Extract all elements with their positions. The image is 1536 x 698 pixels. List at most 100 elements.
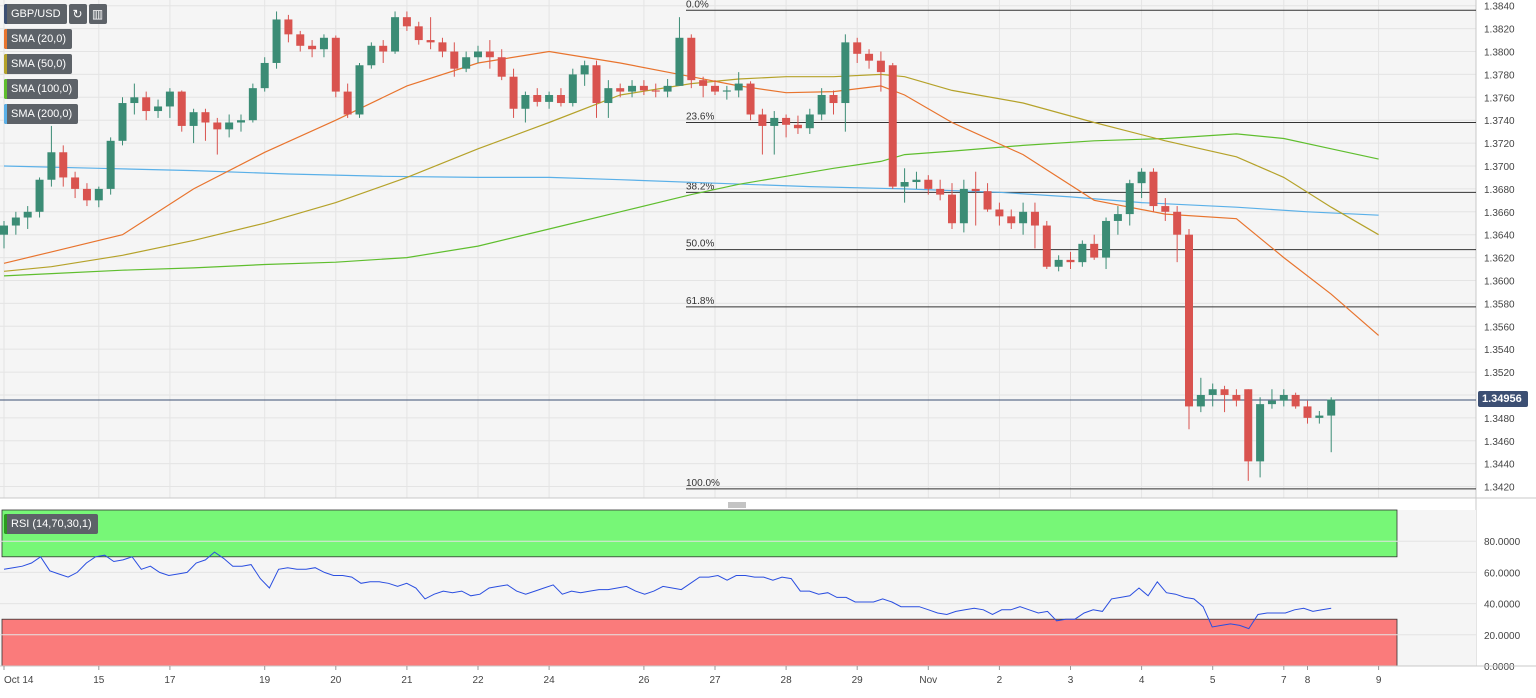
symbol-label: GBP/USD [11,8,61,20]
candle-body [545,95,554,102]
price-axis-label: 1.3760 [1484,93,1515,104]
rsi-panel: 0.0000 20.0000 40.0000 60.0000 80.0000 [0,509,1536,673]
candle-body [11,217,20,226]
candle [924,175,933,195]
candle [746,81,755,121]
time-axis-label: 22 [472,675,484,686]
time-axis-label: 21 [401,675,413,686]
candle-body [948,194,956,224]
symbol-color-bar [4,4,7,24]
candle [1054,255,1063,272]
candle-body [699,80,708,86]
time-axis-label: 29 [852,675,864,686]
candle [888,62,897,189]
candle-body [1149,171,1158,207]
candle-body [177,91,186,126]
candle-body [1054,259,1063,267]
candle-body [189,112,198,126]
candle-body [687,37,696,81]
sma100-label: SMA (100,0) [11,83,73,95]
candle-body [1173,211,1182,235]
refresh-icon[interactable]: ↻ [68,4,87,24]
candle-body [1220,389,1229,395]
candle [367,42,376,69]
candle-body [0,225,8,235]
candle [876,51,885,92]
price-axis-label: 1.3480 [1484,414,1515,425]
bar-settings-icon[interactable]: ▥ [88,4,107,24]
candle-body [308,45,317,50]
candle-body [793,124,802,129]
candle-body [450,51,459,69]
price-axis-label: 1.3560 [1484,322,1515,333]
indicator-legend: GBP/USD ↻ ▥ SMA (20,0) SMA (50,0) SMA (1… [4,4,107,129]
candle-body [462,57,471,69]
candle [1232,389,1241,407]
candle-body [201,112,210,123]
candle-body [1327,399,1336,416]
candle [1030,202,1039,249]
fibonacci-level-label: 50.0% [686,239,714,250]
candle [379,40,388,63]
candle [201,108,210,141]
candle [1090,234,1099,260]
candle-body [402,17,411,27]
price-axis-label: 1.3820 [1484,25,1515,36]
price-axis-label: 1.3640 [1484,231,1515,242]
rsi-tag[interactable]: RSI (14,70,30,1) [4,514,98,534]
rsi-oversold-zone [1,618,1398,667]
candle [23,206,32,229]
time-axis-label: 28 [781,675,793,686]
candle-body [82,188,91,201]
candle [106,137,115,195]
candle-body [782,117,791,125]
candle-body [1007,216,1016,224]
candle-body [746,83,755,115]
sma50-tag[interactable]: SMA (50,0) [4,54,73,74]
candle-body [343,91,352,115]
candle [912,171,921,189]
candle-body [888,65,897,187]
candle [758,108,767,155]
time-axis-label: 27 [709,675,721,686]
fibonacci-level-label: 61.8% [686,296,714,307]
panel-resize-handle[interactable] [728,502,746,508]
candle [545,91,554,109]
sma100-tag[interactable]: SMA (100,0) [4,79,79,99]
candle-body [94,188,103,201]
candle-body [1291,394,1300,407]
sma200-tag[interactable]: SMA (200,0) [4,104,79,124]
candle [82,183,91,207]
candle-body [568,74,577,104]
sma20-color-bar [4,29,7,49]
candle [853,37,862,63]
candle-body [154,106,163,112]
candle [651,83,660,98]
candle-body [1185,234,1193,407]
candle [474,45,482,63]
candle-body [900,182,909,187]
candle-body [663,85,672,92]
sma20-label: SMA (20,0) [11,33,67,45]
candle [568,68,577,107]
candle [959,179,968,233]
candle [1173,206,1182,263]
main-price-panel: 1.34201.34401.34601.34801.35001.35201.35… [0,0,1536,666]
candle-body [284,19,293,35]
candle [130,83,139,115]
sma50-line [3,73,1379,272]
candle-body [59,152,68,178]
candle [699,76,708,98]
candle-body [296,34,305,46]
candle [331,35,340,98]
candle [995,202,1004,226]
time-axis-label: 17 [164,675,176,686]
candle [805,108,814,134]
candle-body [983,191,992,210]
symbol-tag[interactable]: GBP/USD [4,4,67,24]
sma20-tag[interactable]: SMA (20,0) [4,29,73,49]
candle [1125,179,1134,226]
candle [497,49,506,81]
price-axis-label: 1.3600 [1484,276,1515,287]
